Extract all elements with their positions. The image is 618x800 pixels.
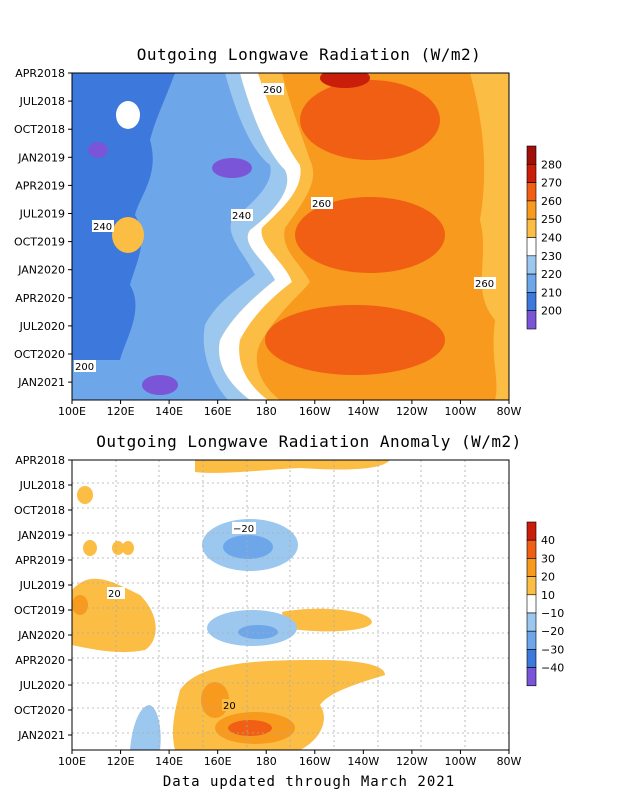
y-tick-label: JAN2021 bbox=[17, 376, 65, 389]
x-tick-label: 100W bbox=[445, 755, 477, 768]
chart1-contour-label: 200 bbox=[75, 362, 94, 373]
colorbar-label: 30 bbox=[541, 552, 555, 565]
chart1-contour-label: 240 bbox=[93, 222, 112, 233]
colorbar-label: 220 bbox=[541, 268, 562, 281]
colorbar-swatch bbox=[526, 200, 537, 220]
colorbar-swatch bbox=[526, 630, 537, 650]
chart2-grid bbox=[72, 460, 509, 750]
y-tick-label: OCT2018 bbox=[14, 504, 65, 517]
colorbar-swatch bbox=[526, 521, 537, 541]
colorbar-swatch bbox=[526, 612, 537, 632]
colorbar-swatch bbox=[526, 558, 537, 577]
y-tick-label: JAN2020 bbox=[17, 264, 65, 277]
colorbar-swatch bbox=[526, 182, 537, 202]
y-tick-label: OCT2019 bbox=[14, 604, 65, 617]
y-tick-label: JUL2018 bbox=[19, 479, 65, 492]
colorbar-swatch bbox=[526, 237, 537, 257]
y-tick-label: APR2019 bbox=[15, 554, 65, 567]
y-tick-label: APR2018 bbox=[15, 454, 65, 467]
colorbar-label: 10 bbox=[541, 589, 555, 602]
chart2-contour-label: −20 bbox=[233, 524, 254, 535]
chart1-contour-label: 260 bbox=[312, 199, 331, 210]
y-tick-label: APR2020 bbox=[15, 654, 65, 667]
x-tick-label: 140W bbox=[347, 755, 379, 768]
colorbar-swatch bbox=[526, 667, 537, 687]
chart1-contour-label: 260 bbox=[263, 85, 282, 96]
x-tick-label: 80W bbox=[497, 755, 522, 768]
colorbar-swatch bbox=[526, 649, 537, 668]
x-tick-label: 140E bbox=[155, 405, 183, 418]
colorbar-label: 230 bbox=[541, 250, 562, 263]
y-tick-label: JAN2019 bbox=[17, 151, 65, 164]
x-tick-label: 160E bbox=[204, 755, 232, 768]
colorbar-label: −20 bbox=[541, 625, 564, 638]
axes-layer: 100E 120E 140E 160E 180 160W 140W 120W 100W 80W AP… bbox=[14, 67, 564, 768]
x-tick-label: 80W bbox=[497, 405, 522, 418]
colorbar-label: 240 bbox=[541, 232, 562, 245]
colorbar-swatch bbox=[526, 594, 537, 614]
colorbar-swatch bbox=[526, 145, 537, 165]
chart2-title: Outgoing Longwave Radiation Anomaly (W/m… bbox=[96, 432, 522, 451]
chart2-contour-label: 20 bbox=[108, 589, 121, 600]
y-tick-label: JAN2021 bbox=[17, 729, 65, 742]
colorbar-swatch bbox=[526, 164, 537, 183]
x-tick-label: 100W bbox=[445, 405, 477, 418]
colorbar-label: −40 bbox=[541, 662, 564, 675]
y-tick-label: OCT2020 bbox=[14, 348, 65, 361]
x-tick-label: 120E bbox=[107, 405, 135, 418]
colorbar-label: −10 bbox=[541, 607, 564, 620]
y-tick-label: APR2019 bbox=[15, 179, 65, 192]
x-tick-label: 180 bbox=[256, 405, 277, 418]
x-tick-label: 160W bbox=[299, 405, 331, 418]
y-tick-label: JAN2020 bbox=[17, 629, 65, 642]
x-tick-label: 120W bbox=[396, 755, 428, 768]
colorbar-swatch bbox=[526, 273, 537, 293]
y-tick-label: OCT2019 bbox=[14, 236, 65, 249]
y-tick-label: JUL2019 bbox=[19, 579, 65, 592]
y-tick-label: APR2018 bbox=[15, 67, 65, 80]
x-tick-label: 140W bbox=[347, 405, 379, 418]
y-tick-label: OCT2018 bbox=[14, 123, 65, 136]
colorbar-label: 280 bbox=[541, 158, 562, 171]
chart2-contour-labels: −20 20 20 bbox=[107, 522, 256, 712]
chart2-contour-label: 20 bbox=[223, 701, 236, 712]
x-tick-label: 100E bbox=[58, 405, 86, 418]
x-tick-label: 120W bbox=[396, 405, 428, 418]
x-tick-label: 100E bbox=[58, 755, 86, 768]
colorbar-swatch bbox=[526, 310, 537, 330]
colorbar-label: 20 bbox=[541, 571, 555, 584]
y-tick-label: APR2020 bbox=[15, 292, 65, 305]
colorbar-label: 200 bbox=[541, 305, 562, 318]
colorbar-swatch bbox=[526, 292, 537, 311]
colorbar-swatch bbox=[526, 255, 537, 275]
chart1-contour-label: 240 bbox=[232, 211, 251, 222]
colorbar-swatch bbox=[526, 539, 537, 559]
colorbar-label: 260 bbox=[541, 195, 562, 208]
colorbar-label: −30 bbox=[541, 643, 564, 656]
footer-note: Data updated through March 2021 bbox=[162, 774, 456, 790]
x-tick-label: 120E bbox=[107, 755, 135, 768]
x-tick-label: 160E bbox=[204, 405, 232, 418]
colorbar-label: 270 bbox=[541, 177, 562, 190]
y-tick-label: JAN2019 bbox=[17, 529, 65, 542]
chart1-contour-label: 260 bbox=[475, 279, 494, 290]
colorbar-swatch bbox=[526, 218, 537, 238]
y-tick-label: JUL2018 bbox=[19, 95, 65, 108]
y-tick-label: OCT2020 bbox=[14, 704, 65, 717]
y-tick-label: JUL2020 bbox=[19, 679, 65, 692]
chart1-title: Outgoing Longwave Radiation (W/m2) bbox=[136, 45, 482, 64]
chart2-field bbox=[72, 460, 509, 750]
x-tick-label: 140E bbox=[155, 755, 183, 768]
x-tick-label: 180 bbox=[256, 755, 277, 768]
y-tick-label: JUL2019 bbox=[19, 208, 65, 221]
colorbar-label: 40 bbox=[541, 534, 555, 547]
y-tick-label: JUL2020 bbox=[19, 320, 65, 333]
chart1-contour-labels: 260 260 260 240 240 200 bbox=[74, 83, 496, 373]
x-tick-label: 160W bbox=[299, 755, 331, 768]
chart1-field bbox=[72, 73, 509, 400]
colorbar-label: 210 bbox=[541, 286, 562, 299]
colorbar-swatch bbox=[526, 576, 537, 596]
colorbar-label: 250 bbox=[541, 213, 562, 226]
